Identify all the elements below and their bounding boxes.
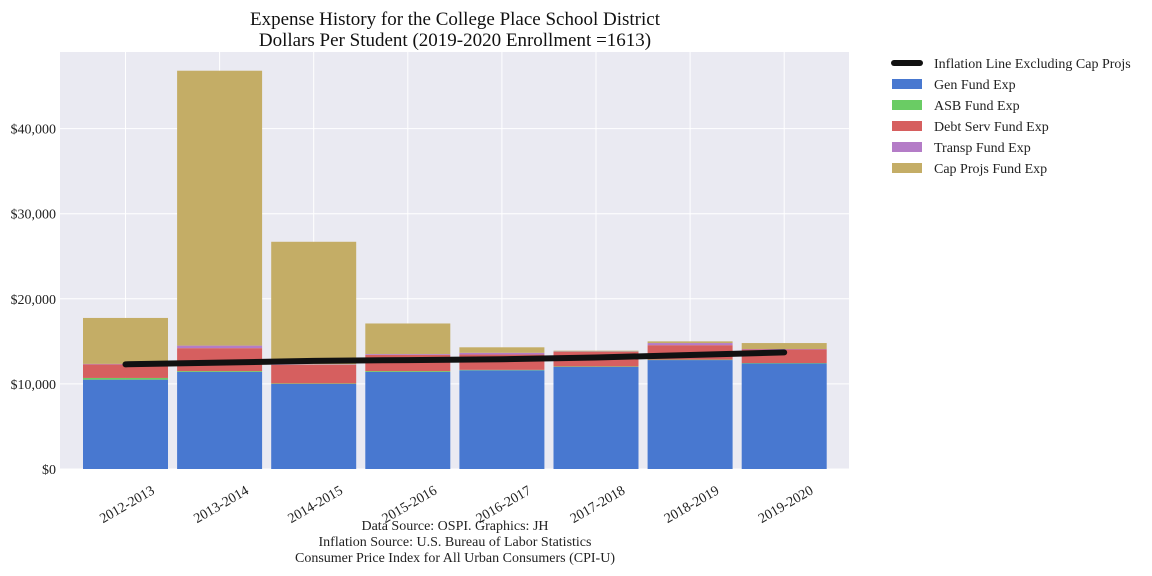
bar-gen-fund-exp	[553, 366, 639, 469]
bar-gen-fund-exp	[365, 371, 451, 469]
bar-gen-fund-exp	[741, 363, 827, 469]
bar-cap-projs-fund-exp	[553, 350, 639, 352]
bar-cap-projs-fund-exp	[459, 347, 545, 353]
source-line-2: Inflation Source: U.S. Bureau of Labor S…	[319, 535, 592, 550]
bar-cap-projs-fund-exp	[83, 317, 168, 364]
bar-asb-fund-exp	[83, 377, 168, 380]
legend-label-debt-serv-fund-exp: Debt Serv Fund Exp	[934, 120, 1049, 135]
bars	[83, 70, 827, 469]
legend: Inflation Line Excluding Cap Projs Gen Fu…	[891, 57, 1131, 177]
bar-transp-fund-exp	[459, 352, 545, 355]
y-axis-ticks: $0 $10,000 $20,000 $30,000 $40,000	[11, 123, 57, 478]
bar-gen-fund-exp	[647, 360, 733, 469]
source-line-1: Data Source: OSPI. Graphics: JH	[361, 519, 548, 534]
x-tick-label: 2012-2013	[97, 483, 157, 526]
chart-subtitle: Dollars Per Student (2019-2020 Enrollmen…	[259, 30, 651, 51]
chart-title: Expense History for the College Place Sc…	[250, 9, 661, 30]
legend-swatch-debt-serv-fund-exp	[892, 121, 922, 131]
bar-transp-fund-exp	[365, 354, 451, 355]
y-tick-label: $30,000	[11, 208, 57, 223]
inflation-line-group	[122, 349, 788, 368]
y-tick-label: $0	[42, 463, 56, 478]
legend-swatch-cap-projs-fund-exp	[892, 163, 922, 173]
bar-debt-serv-fund-exp	[271, 364, 357, 384]
bar-asb-fund-exp	[177, 371, 263, 372]
x-tick-label: 2018-2019	[662, 483, 722, 526]
legend-label-asb-fund-exp: ASB Fund Exp	[934, 99, 1020, 114]
legend-label-cap-projs-fund-exp: Cap Projs Fund Exp	[934, 162, 1047, 177]
bar-gen-fund-exp	[459, 370, 545, 469]
legend-swatch-transp-fund-exp	[892, 142, 922, 152]
bar-gen-fund-exp	[177, 371, 263, 469]
legend-label-transp-fund-exp: Transp Fund Exp	[934, 141, 1031, 156]
legend-label-gen-fund-exp: Gen Fund Exp	[934, 78, 1016, 93]
bar-cap-projs-fund-exp	[365, 323, 451, 355]
x-tick-label: 2017-2018	[568, 483, 628, 526]
bar-gen-fund-exp	[83, 379, 168, 469]
bar-cap-projs-fund-exp	[177, 70, 263, 346]
bar-transp-fund-exp	[177, 345, 263, 349]
y-tick-label: $20,000	[11, 293, 57, 308]
y-tick-label: $10,000	[11, 378, 57, 393]
x-tick-label: 2019-2020	[756, 483, 816, 526]
source-line-3: Consumer Price Index for All Urban Consu…	[295, 551, 615, 566]
x-tick-label: 2014-2015	[286, 483, 346, 526]
inflation-line	[122, 349, 788, 368]
bar-gen-fund-exp	[271, 383, 357, 469]
x-tick-label: 2013-2014	[192, 483, 252, 526]
y-tick-label: $40,000	[11, 123, 57, 138]
legend-swatch-gen-fund-exp	[892, 79, 922, 89]
bar-cap-projs-fund-exp	[741, 343, 827, 350]
bar-cap-projs-fund-exp	[271, 241, 357, 365]
legend-label-inflation-line: Inflation Line Excluding Cap Projs	[934, 57, 1131, 72]
bar-transp-fund-exp	[647, 343, 733, 346]
bar-asb-fund-exp	[365, 371, 451, 372]
bar-cap-projs-fund-exp	[647, 341, 733, 344]
legend-swatch-asb-fund-exp	[892, 100, 922, 110]
bar-debt-serv-fund-exp	[83, 364, 168, 378]
